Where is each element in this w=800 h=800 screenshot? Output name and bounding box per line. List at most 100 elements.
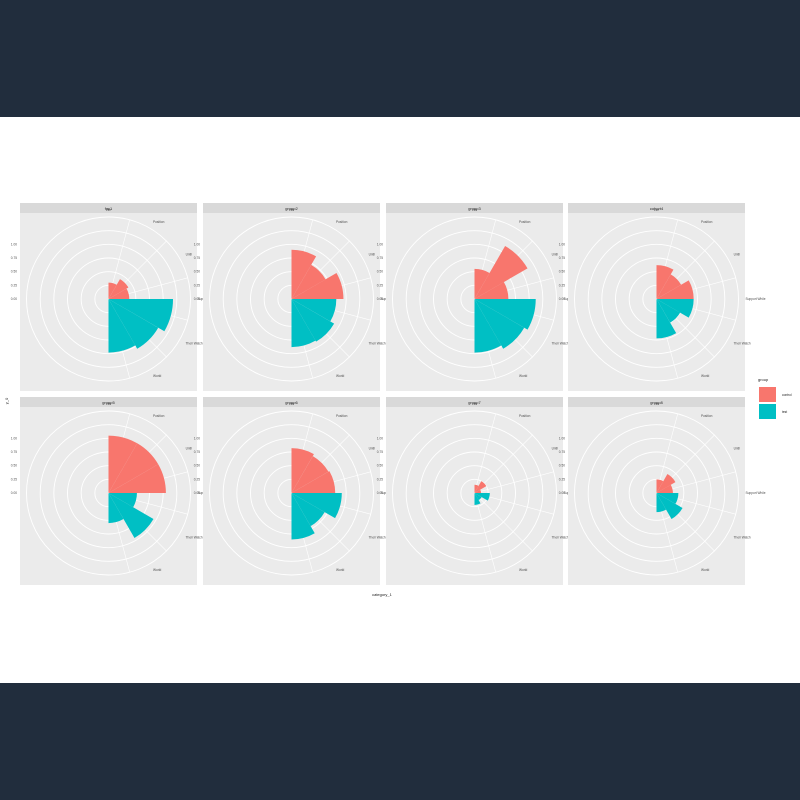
y-tick-label: 0.25 <box>194 477 200 481</box>
bar-control-until <box>474 489 482 493</box>
bar-control-until <box>291 471 336 493</box>
bar-test-world <box>108 493 124 524</box>
grid-ring <box>222 230 361 368</box>
y-tick-label: 0.50 <box>11 270 17 274</box>
bar-control-life <box>291 249 317 299</box>
bar-test-their-watch <box>474 493 482 501</box>
bar-test-support-while <box>291 493 342 519</box>
bar-test-world <box>474 299 502 353</box>
category-label: Their Watch <box>734 536 751 540</box>
bar-test-their-watch <box>656 299 681 323</box>
y-tick-label: 0.00 <box>377 491 383 495</box>
facet-panel: group2 0.00 0.25 0.50 0.75 1.00 Life Position Un… <box>194 203 401 391</box>
grid-ring <box>587 230 726 368</box>
grid-ring <box>209 410 374 576</box>
y-tick-label: 0.50 <box>559 270 565 274</box>
facet-strip <box>203 397 380 407</box>
y-tick-label: 0.50 <box>377 270 383 274</box>
category-label: Until <box>186 447 193 451</box>
bar-test-their-watch <box>108 299 159 349</box>
category-label: Life <box>289 402 294 406</box>
grid-ring <box>236 437 347 549</box>
faceted-polar-bar-chart: fac1 0.00 0.25 0.50 0.75 1.00 Life Position Unti… <box>4 203 792 597</box>
facet-panel: fac1 0.00 0.25 0.50 0.75 1.00 Life Position Unti… <box>11 203 218 391</box>
facet-strip-label: group6 <box>285 400 298 405</box>
grid-ring <box>615 257 698 341</box>
bar-test-their-watch <box>474 299 525 349</box>
grid-spoke <box>474 492 533 552</box>
facet-panel: cohort4 0.00 0.25 0.50 0.75 1.00 Life Position U… <box>559 203 766 391</box>
legend-title: group <box>758 377 769 382</box>
legend-label-control: control <box>782 393 792 397</box>
bar-test-their-watch <box>291 493 325 527</box>
category-label: Life <box>106 208 111 212</box>
bar-test-support-while <box>108 299 174 332</box>
plot-area: fac1 0.00 0.25 0.50 0.75 1.00 Life Position Unti… <box>0 117 800 683</box>
category-label: Until <box>186 253 193 257</box>
category-label: Until <box>734 253 741 257</box>
y-axis-title: y_0 <box>4 397 9 404</box>
bar-control-life <box>656 479 664 493</box>
grid-ring <box>615 451 698 535</box>
y-tick-label: 0.50 <box>559 464 565 468</box>
bar-test-world <box>291 299 316 348</box>
bar-test-world <box>291 493 315 540</box>
y-tick-label: 0.25 <box>559 477 565 481</box>
y-tick-label: 0.25 <box>559 283 565 287</box>
facet-strip <box>568 203 745 213</box>
y-tick-label: 0.75 <box>11 256 17 260</box>
y-tick-label: 0.75 <box>11 450 17 454</box>
grid-ring <box>39 424 178 562</box>
facet-panel: group3 0.00 0.25 0.50 0.75 1.00 Life Position Un… <box>377 203 584 391</box>
facet-strip-label: fac1 <box>105 206 113 211</box>
facet-strip <box>203 203 380 213</box>
grid-ring <box>433 451 516 535</box>
grid-spoke <box>474 492 497 573</box>
facet-panel: group5 0.00 0.25 0.50 0.75 1.00 Life Position Un… <box>11 397 218 585</box>
bar-test-world <box>108 299 136 353</box>
facet-panel: group8 0.00 0.25 0.50 0.75 1.00 Life Position Un… <box>559 397 766 585</box>
category-label: World <box>336 374 344 378</box>
y-tick-label: 1.00 <box>377 242 383 246</box>
y-tick-label: 0.25 <box>11 477 17 481</box>
bar-control-position <box>656 474 676 493</box>
bar-control-life <box>108 435 138 493</box>
category-label: World <box>701 568 709 572</box>
y-tick-label: 1.00 <box>194 242 200 246</box>
category-label: Position <box>701 414 713 418</box>
category-label: World <box>153 568 161 572</box>
bar-test-support-while <box>656 493 679 504</box>
bar-control-life <box>656 265 674 299</box>
grid-ring <box>26 410 191 576</box>
bar-control-until <box>291 273 344 299</box>
bar-test-world <box>656 299 677 339</box>
bar-test-world <box>474 493 481 506</box>
y-tick-label: 1.00 <box>559 242 565 246</box>
bar-control-position <box>656 274 682 299</box>
bar-control-position <box>474 245 528 299</box>
y-tick-label: 1.00 <box>11 436 17 440</box>
bar-control-until <box>474 282 509 299</box>
category-label: Life <box>654 208 659 212</box>
category-label: Until <box>369 447 376 451</box>
bar-control-until <box>108 288 130 299</box>
category-label: Position <box>153 414 165 418</box>
bar-control-until <box>656 484 673 493</box>
category-label: Position <box>336 220 348 224</box>
grid-ring <box>601 437 712 549</box>
category-label: Position <box>519 220 531 224</box>
y-tick-label: 0.50 <box>194 270 200 274</box>
grid-spoke <box>474 413 497 494</box>
y-tick-label: 0.25 <box>194 283 200 287</box>
bar-test-their-watch <box>108 493 154 538</box>
category-label: Their Watch <box>186 342 203 346</box>
y-tick-label: 0.25 <box>377 283 383 287</box>
bar-test-support-while <box>656 299 694 318</box>
legend-key-control <box>759 387 776 402</box>
facet-strip <box>20 203 197 213</box>
legend-key-test <box>759 404 776 419</box>
facet-strip-label: group8 <box>650 400 663 405</box>
category-label: Their Watch <box>369 536 386 540</box>
y-tick-label: 0.50 <box>377 464 383 468</box>
y-tick-label: 0.00 <box>194 297 200 301</box>
